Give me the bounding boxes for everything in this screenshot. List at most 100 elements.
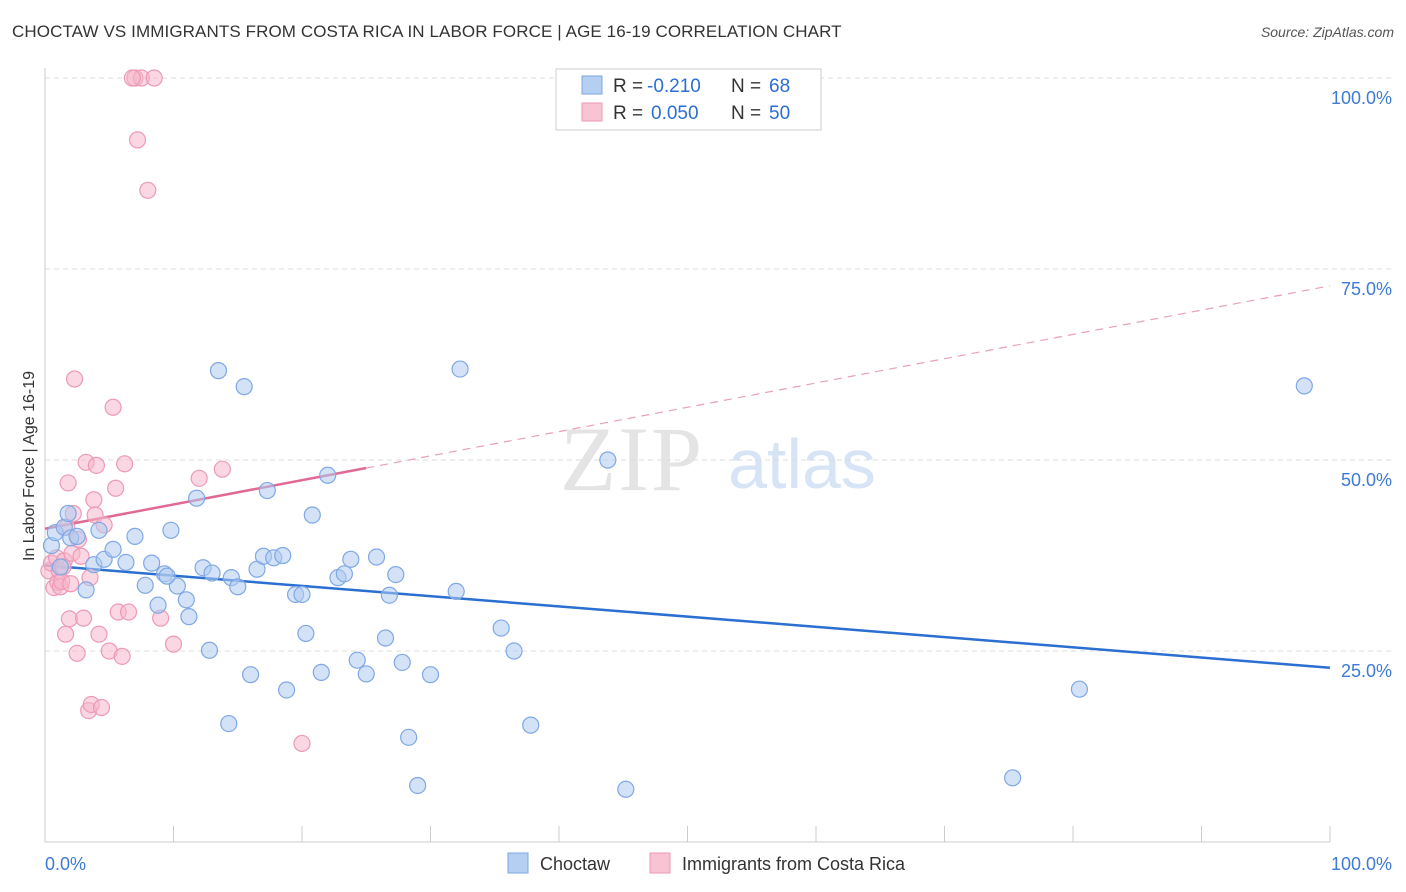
choctaw-trend-line	[44, 564, 1331, 670]
data-points	[40, 69, 1313, 798]
choctaw-point-39	[293, 585, 311, 604]
costa-rica-point-44	[164, 635, 183, 653]
costa-rica-point-35	[113, 647, 131, 665]
choctaw-point-27	[220, 714, 238, 733]
choctaw-point-6	[68, 527, 86, 546]
choctaw-point-52	[387, 565, 405, 584]
choctaw-point-50	[376, 629, 395, 647]
choctaw-point-61	[522, 716, 540, 734]
costa-rica-point-19	[72, 547, 90, 565]
costa-rica-point-11	[59, 474, 77, 492]
legend-swatch-costa-rica	[581, 102, 603, 122]
costa-rica-point-28	[90, 625, 108, 643]
bottom-legend-swatch-choctaw	[507, 852, 529, 874]
choctaw-point-37	[277, 681, 296, 699]
choctaw-point-16	[149, 596, 167, 614]
costa-rica-point-25	[85, 491, 103, 509]
costa-rica-point-41	[139, 181, 157, 199]
watermark-atlas: atlas	[728, 425, 876, 503]
choctaw-point-14	[136, 576, 154, 594]
correlation-legend: R = -0.210 N = 68 R = 0.050 N = 50	[555, 68, 822, 131]
choctaw-point-57	[447, 582, 465, 601]
choctaw-point-18	[162, 521, 180, 539]
y-tick-label-100: 100.0%	[1331, 88, 1392, 108]
tick-labels: 25.0% 50.0% 75.0% 100.0% 0.0% 100.0%	[45, 88, 1392, 874]
choctaw-point-42	[312, 663, 330, 681]
costa-rica-point-27	[87, 456, 106, 474]
costa-rica-point-32	[104, 398, 122, 416]
legend-n-value-2: 50	[769, 103, 790, 124]
x-tick-label-100: 100.0%	[1331, 854, 1392, 874]
choctaw-point-55	[409, 776, 427, 795]
choctaw-point-22	[188, 489, 206, 507]
costa-rica-point-29	[92, 698, 111, 717]
choctaw-point-21	[180, 608, 198, 626]
choctaw-point-54	[400, 728, 418, 746]
choctaw-point-19	[168, 577, 186, 595]
y-tick-label-50: 50.0%	[1341, 470, 1392, 490]
x-tick-label-0: 0.0%	[45, 854, 86, 874]
y-axis-label: In Labor Force | Age 16-19	[21, 371, 38, 561]
bottom-legend-choctaw: Choctaw	[540, 854, 611, 874]
choctaw-point-31	[242, 666, 260, 684]
choctaw-point-43	[319, 466, 337, 484]
choctaw-point-63	[617, 780, 635, 798]
choctaw-point-15	[143, 554, 161, 572]
costa-rica-point-36	[116, 455, 134, 473]
costa-rica-point-42	[145, 69, 163, 87]
costa-rica-point-20	[74, 609, 93, 627]
choctaw-point-4	[59, 504, 77, 523]
choctaw-point-62	[599, 451, 617, 469]
choctaw-point-45	[335, 565, 354, 583]
choctaw-point-40	[297, 624, 315, 643]
choctaw-point-30	[235, 378, 253, 396]
legend-r-value-2: 0.050	[651, 103, 699, 124]
bottom-legend-swatch-costa-rica	[649, 852, 671, 874]
legend-n-value-1: 68	[769, 76, 790, 97]
choctaw-point-11	[104, 540, 122, 558]
choctaw-point-24	[200, 641, 219, 659]
costa-rica-point-39	[128, 131, 147, 149]
choctaw-point-12	[117, 553, 135, 571]
choctaw-point-41	[303, 506, 321, 524]
legend-r-label-1: R =	[613, 76, 643, 97]
axes	[44, 68, 1331, 843]
legend-r-label-2: R =	[613, 103, 643, 124]
source-credit: Source: ZipAtlas.com	[1260, 24, 1394, 40]
choctaw-point-66	[1295, 377, 1313, 395]
choctaw-point-67	[158, 567, 176, 585]
choctaw-point-48	[357, 665, 375, 683]
series-legend: Choctaw Immigrants from Costa Rica	[507, 852, 906, 874]
choctaw-point-47	[348, 651, 366, 669]
legend-n-label-1: N =	[731, 76, 761, 97]
choctaw-point-29	[229, 578, 247, 596]
bottom-legend-costa-rica: Immigrants from Costa Rica	[682, 854, 906, 874]
legend-swatch-choctaw	[581, 75, 603, 95]
costa-rica-point-47	[293, 734, 311, 753]
costa-rica-point-17	[68, 644, 86, 662]
y-tick-label-75: 75.0%	[1341, 279, 1392, 299]
y-tick-label-25: 25.0%	[1341, 661, 1392, 681]
costa-rica-point-9	[56, 625, 75, 643]
choctaw-point-60	[505, 642, 523, 660]
choctaw-point-7	[77, 581, 95, 599]
choctaw-point-9	[90, 521, 108, 539]
choctaw-point-26	[209, 362, 228, 380]
choctaw-point-59	[492, 619, 510, 637]
choctaw-point-20	[177, 591, 195, 609]
choctaw-point-56	[421, 666, 440, 684]
choctaw-point-58	[451, 360, 469, 378]
choctaw-point-51	[380, 586, 398, 604]
choctaw-point-46	[342, 550, 360, 568]
watermark-zip: ZIP	[560, 408, 704, 510]
costa-rica-point-46	[213, 460, 231, 478]
choctaw-point-34	[258, 481, 276, 500]
choctaw-point-53	[393, 653, 411, 672]
costa-rica-point-16	[65, 370, 84, 388]
chart-title: CHOCTAW VS IMMIGRANTS FROM COSTA RICA IN…	[12, 22, 842, 41]
choctaw-point-49	[367, 548, 386, 566]
costa-rica-point-48	[123, 69, 141, 87]
choctaw-point-13	[126, 527, 144, 546]
choctaw-point-2	[51, 558, 70, 576]
